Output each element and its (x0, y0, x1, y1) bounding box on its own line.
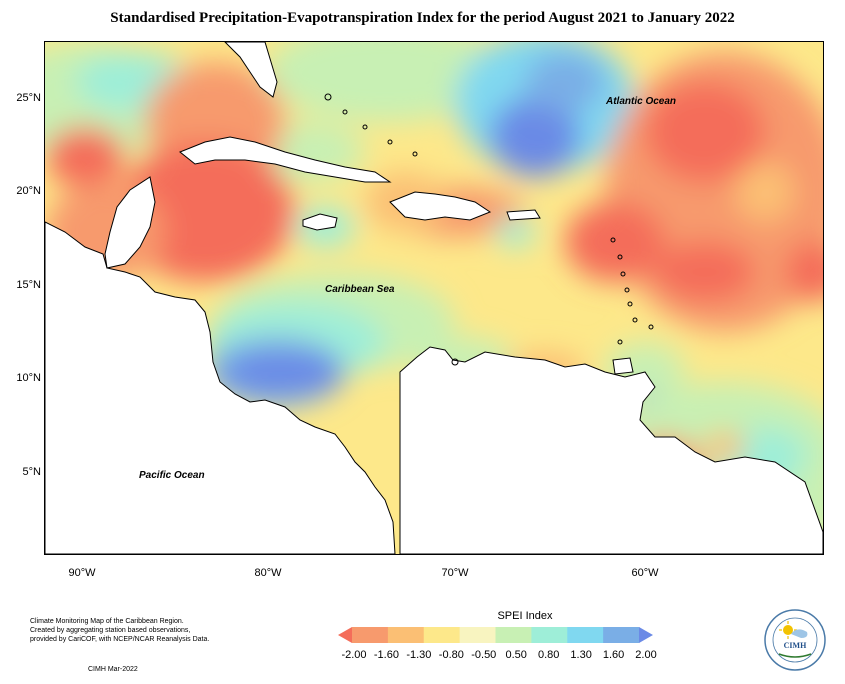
cimh-logo: CIMH (764, 609, 826, 671)
legend-swatch (495, 627, 532, 643)
lat-tick: 25°N (16, 92, 41, 104)
legend-label: 0.80 (537, 649, 560, 661)
footer-line: Created by aggregating station based obs… (30, 627, 191, 634)
lat-tick: 20°N (16, 185, 41, 197)
lat-tick: 10°N (16, 372, 41, 384)
legend-swatch (603, 627, 640, 643)
lon-tick: 90°W (68, 567, 96, 579)
legend-swatch (387, 627, 425, 643)
credit-text: CIMH Mar-2022 (88, 666, 138, 673)
legend-label: 2.00 (635, 649, 657, 661)
legend-label: 1.60 (602, 649, 625, 661)
legend-swatch (567, 627, 604, 643)
legend-swatch (531, 627, 568, 643)
land-mask (45, 42, 823, 554)
legend-colorbar (338, 627, 653, 643)
footer-line: provided by CariCOF, with NCEP/NCAR Rean… (30, 636, 210, 643)
legend-swatch (352, 627, 389, 643)
map-description: Climate Monitoring Map of the Caribbean … (30, 617, 230, 644)
lon-tick: 80°W (254, 567, 282, 579)
legend-labels: -2.00 -1.60 -1.30 -0.80 -0.50 0.50 0.80 1.30 1.6… (341, 649, 657, 663)
legend-label: 0.50 (505, 649, 527, 661)
lesser-antilles (324, 93, 654, 366)
map-title: Standardised Precipitation-Evapotranspir… (110, 10, 735, 26)
legend-title: SPEI Index (497, 610, 553, 622)
legend-swatch (639, 627, 653, 643)
lat-tick: 15°N (16, 279, 41, 291)
legend-swatch (423, 627, 461, 643)
legend-label: 1.30 (570, 649, 592, 661)
legend-label: -1.30 (406, 649, 432, 661)
legend-label: -1.60 (373, 649, 399, 661)
lon-tick: 60°W (631, 567, 659, 579)
logo-text: CIMH (784, 641, 807, 650)
legend-swatch (338, 627, 352, 643)
footer-line: Climate Monitoring Map of the Caribbean … (30, 618, 184, 625)
legend-label: -0.50 (471, 649, 497, 661)
caribbean-sea-label: Caribbean Sea (325, 284, 395, 295)
spei-field (45, 42, 823, 552)
spei-map: Atlantic Ocean Caribbean Sea Pacific Oce… (44, 41, 824, 555)
lat-tick: 5°N (22, 466, 41, 478)
legend-label: -2.00 (341, 649, 367, 661)
legend-swatch (459, 627, 496, 643)
legend-label: -0.80 (438, 649, 464, 661)
sun-icon (779, 621, 797, 639)
pacific-ocean-label: Pacific Ocean (139, 470, 205, 481)
atlantic-ocean-label: Atlantic Ocean (605, 96, 676, 107)
lon-tick: 70°W (441, 567, 469, 579)
